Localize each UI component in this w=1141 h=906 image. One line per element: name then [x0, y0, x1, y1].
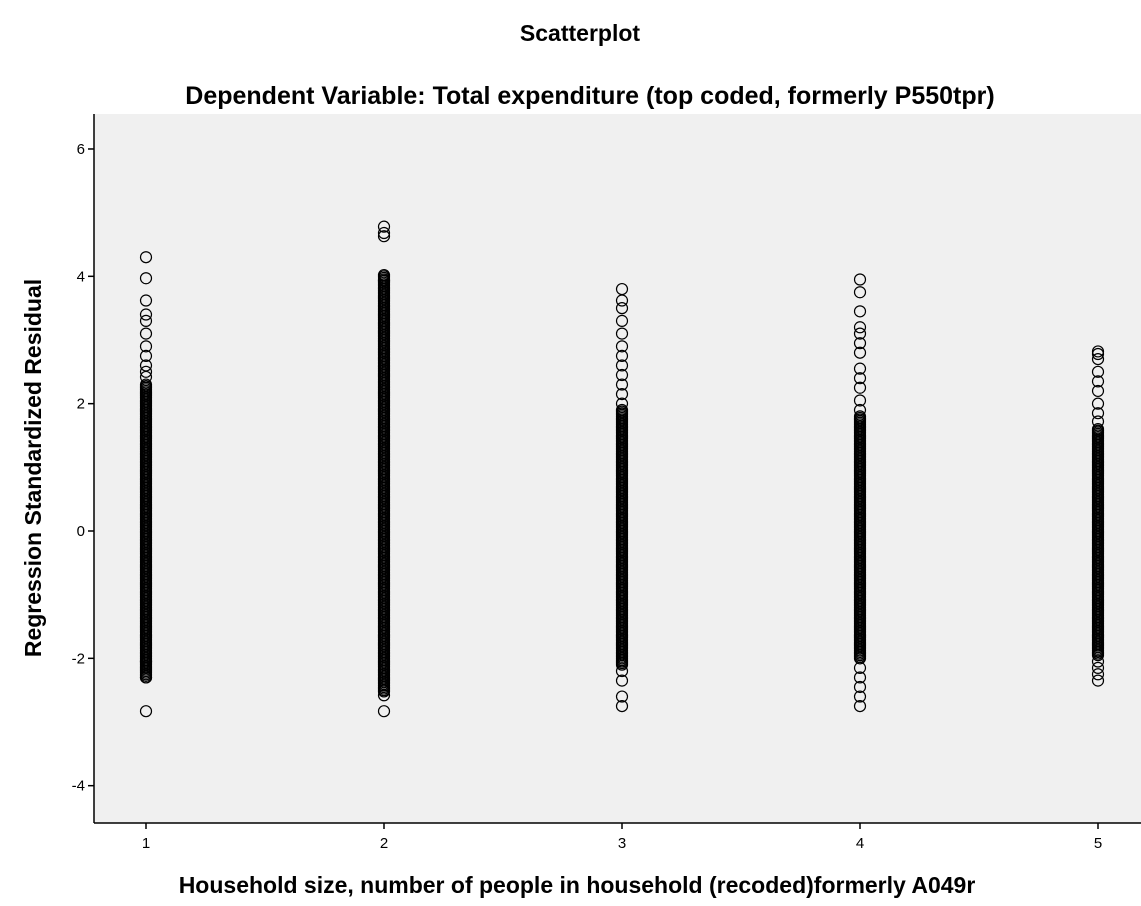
data-point — [377, 685, 391, 698]
data-point — [1091, 365, 1105, 378]
data-point — [853, 286, 867, 299]
data-point — [615, 340, 629, 353]
y-tick-label: 4 — [77, 268, 85, 285]
chart-title: Scatterplot — [520, 20, 640, 46]
y-axis-label: Regression Standardized Residual — [20, 279, 46, 657]
data-point — [1091, 423, 1105, 436]
x-tick-label: 3 — [618, 835, 626, 852]
data-point — [853, 372, 867, 385]
data-point — [139, 378, 153, 391]
data-point — [1091, 397, 1105, 410]
data-point — [853, 410, 867, 423]
data-points — [139, 220, 1105, 718]
data-point — [1091, 415, 1105, 428]
data-point — [853, 321, 867, 334]
data-point — [853, 680, 867, 694]
data-point — [139, 705, 153, 718]
data-point — [615, 327, 629, 340]
data-point — [853, 661, 867, 674]
data-point — [139, 661, 153, 674]
data-point — [377, 230, 391, 243]
y-tick-label: -2 — [72, 650, 85, 667]
data-point — [615, 388, 629, 401]
data-point — [377, 689, 391, 702]
data-point — [615, 349, 629, 363]
data-point — [1091, 407, 1105, 420]
chart-subtitle: Dependent Variable: Total expenditure (t… — [185, 82, 994, 110]
y-tick-label: 6 — [77, 141, 85, 158]
data-point — [139, 365, 153, 378]
data-point — [139, 370, 153, 384]
data-point — [615, 378, 629, 391]
data-point — [615, 664, 629, 678]
data-point — [853, 690, 867, 703]
data-point — [853, 671, 867, 684]
data-point — [853, 394, 867, 407]
data-point — [853, 273, 867, 286]
data-point — [615, 674, 629, 687]
y-tick-label: -4 — [72, 778, 85, 795]
data-point — [853, 362, 867, 375]
y-tick-label: 0 — [77, 523, 85, 540]
data-point — [1091, 347, 1105, 361]
data-point — [615, 397, 629, 410]
data-point — [615, 403, 629, 417]
data-point — [1091, 384, 1105, 398]
data-point — [853, 327, 867, 340]
data-point — [1091, 674, 1105, 687]
data-point — [853, 381, 867, 394]
x-tick-label: 4 — [856, 835, 864, 852]
data-point — [1091, 661, 1105, 674]
data-point — [615, 699, 629, 713]
data-point — [377, 268, 391, 282]
data-point — [139, 349, 153, 363]
data-point — [615, 359, 629, 372]
data-point — [139, 655, 153, 668]
data-point — [1091, 668, 1105, 681]
x-tick-label: 2 — [380, 835, 388, 852]
data-point — [853, 305, 867, 318]
data-point — [615, 368, 629, 382]
data-point — [1091, 655, 1105, 668]
data-point — [139, 251, 153, 264]
data-point — [139, 671, 153, 684]
y-axis-ticks: -4 -2 0 2 4 6 — [72, 141, 94, 795]
x-tick-label: 1 — [142, 835, 150, 852]
data-point — [853, 403, 867, 417]
data-point — [615, 690, 629, 703]
data-point — [377, 274, 391, 287]
data-point — [139, 314, 153, 327]
data-point — [377, 705, 391, 718]
x-tick-label: 5 — [1094, 835, 1102, 852]
x-axis-label: Household size, number of people in hous… — [179, 872, 976, 898]
x-axis-ticks: 1 2 3 4 5 — [142, 823, 1102, 852]
data-point — [853, 346, 867, 359]
data-point — [1091, 375, 1105, 388]
data-point — [139, 294, 153, 307]
data-point — [139, 340, 153, 353]
data-point — [139, 272, 153, 285]
y-tick-label: 2 — [77, 396, 85, 413]
data-point — [615, 302, 629, 315]
data-point — [853, 337, 867, 350]
data-point — [853, 699, 867, 713]
data-point — [139, 327, 153, 340]
data-point — [615, 314, 629, 327]
data-point — [377, 220, 391, 233]
data-point — [1091, 352, 1105, 366]
data-point — [615, 294, 629, 307]
data-point — [377, 226, 391, 240]
data-point — [139, 308, 153, 321]
